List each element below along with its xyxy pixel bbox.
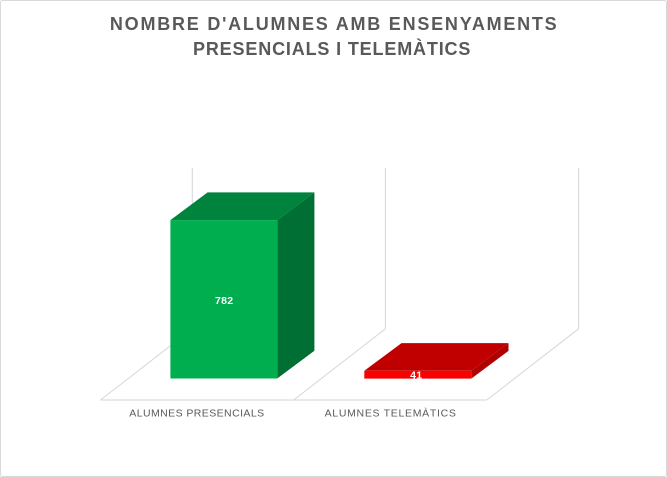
svg-text:ALUMNES PRESENCIALS: ALUMNES PRESENCIALS xyxy=(129,408,264,420)
svg-text:41: 41 xyxy=(410,370,422,382)
svg-text:ALUMNES TELEMÀTICS: ALUMNES TELEMÀTICS xyxy=(325,407,456,420)
svg-text:782: 782 xyxy=(215,295,233,307)
svg-text:NOMBRE D'ALUMNES AMB ENSENYAME: NOMBRE D'ALUMNES AMB ENSENYAMENTS xyxy=(110,14,557,34)
svg-text:PRESENCIALS I TELEMÀTICS: PRESENCIALS I TELEMÀTICS xyxy=(193,38,470,59)
